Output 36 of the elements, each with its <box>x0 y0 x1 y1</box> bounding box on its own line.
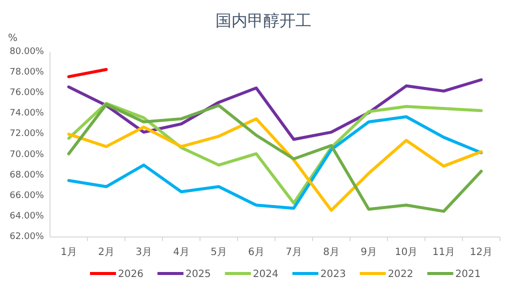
legend-item: 2025 <box>157 269 211 280</box>
legend-item: 2022 <box>360 269 414 280</box>
x-tick-label: 5月 <box>210 247 227 258</box>
y-tick-label: 78.00% <box>10 68 44 78</box>
x-tick-label: 1月 <box>60 247 77 258</box>
x-tick-label: 4月 <box>173 247 190 258</box>
x-tick-label: 9月 <box>360 247 377 258</box>
y-tick-label: 66.00% <box>10 190 44 201</box>
title: 国内甲醇开工 <box>216 11 312 30</box>
x-tick-label: 6月 <box>248 247 264 258</box>
x-tick-label: 2月 <box>98 247 114 258</box>
y-tick-label: 76.00% <box>10 88 44 98</box>
x-tick-label: 11月 <box>432 247 456 258</box>
y-tick-label: 72.00% <box>10 129 44 140</box>
y-tick-label: 64.00% <box>10 211 44 222</box>
x-tick-label: 10月 <box>394 247 418 258</box>
legend-label: 2024 <box>252 269 278 280</box>
y-tick-label: 70.00% <box>10 150 44 160</box>
legend-item: 2021 <box>427 269 481 280</box>
y-axis-title: % <box>8 33 18 44</box>
x-tick-label: 3月 <box>136 247 152 258</box>
legend-item: 2024 <box>224 269 278 280</box>
legend-label: 2023 <box>320 269 346 280</box>
x-tick-label: 8月 <box>323 247 340 258</box>
x-tick-label: 7月 <box>286 247 302 258</box>
x-tick-label: 12月 <box>470 247 493 258</box>
y-tick-label: 62.00% <box>10 232 44 242</box>
legend-item: 2023 <box>292 269 346 280</box>
legend-item: 2026 <box>90 269 144 280</box>
legend-label: 2021 <box>455 269 481 280</box>
y-tick-label: 74.00% <box>10 108 44 119</box>
y-tick-label: 80.00% <box>10 47 44 57</box>
legend-label: 2026 <box>118 269 144 280</box>
legend-label: 2022 <box>388 269 414 280</box>
y-tick-label: 68.00% <box>10 170 44 180</box>
legend-label: 2025 <box>185 269 211 280</box>
